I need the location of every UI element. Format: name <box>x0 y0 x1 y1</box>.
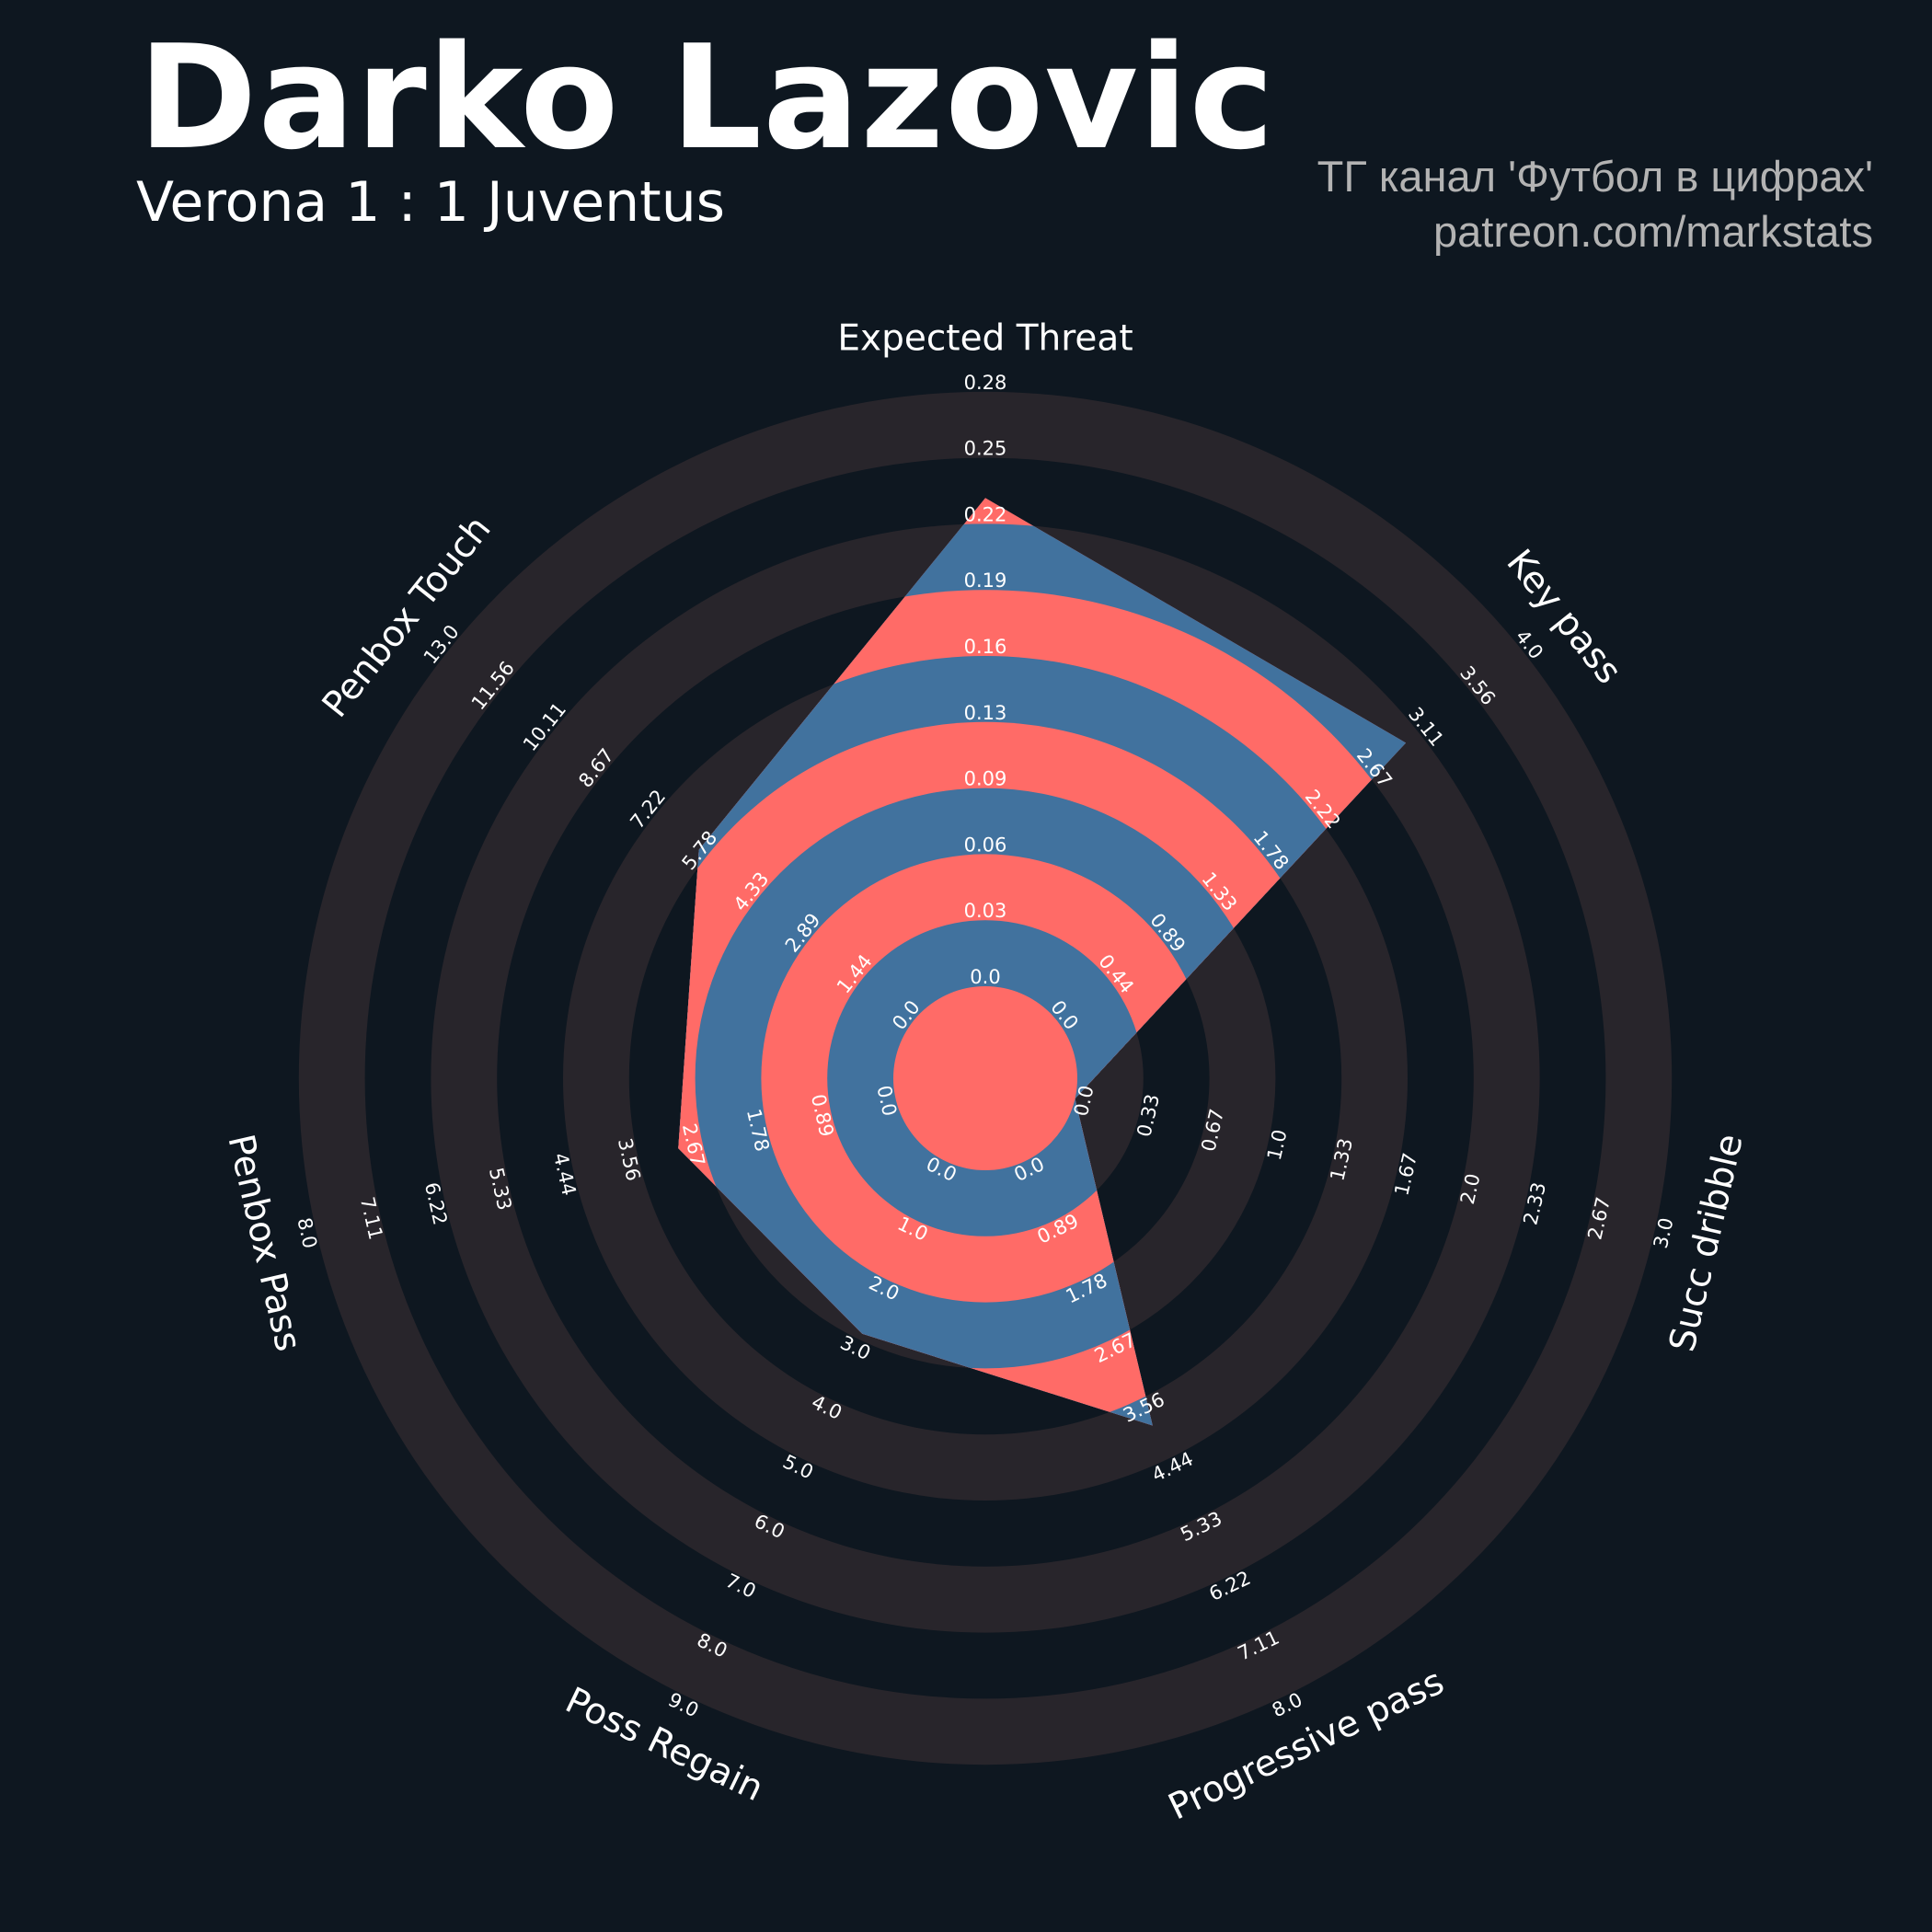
tick-label: 0.28 <box>964 372 1007 394</box>
param-label: Succ dribble <box>1662 1131 1751 1356</box>
credits-patreon: patreon.com/markstats <box>1432 207 1873 256</box>
tick-label: 0.25 <box>964 438 1007 460</box>
param-label: Expected Threat <box>837 317 1133 359</box>
credits: ТГ канал 'Футбол в цифрах' patreon.com/m… <box>1317 149 1873 259</box>
tick-label: 0.22 <box>964 503 1007 525</box>
player-name-title: Darko Lazovic <box>138 14 1276 181</box>
tick-label: 0.16 <box>964 636 1007 658</box>
tick-label: 0.13 <box>964 702 1007 724</box>
tick-label: 0.09 <box>964 768 1007 790</box>
tick-label: 0.03 <box>964 900 1007 922</box>
tick-label: 0.19 <box>964 569 1007 592</box>
tick-label: 0.06 <box>964 834 1007 856</box>
credits-channel: ТГ канал 'Футбол в цифрах' <box>1317 152 1873 201</box>
tick-label: 0.0 <box>970 966 1000 988</box>
param-label: Penbox Pass <box>219 1131 308 1355</box>
center-disc <box>893 986 1077 1170</box>
match-subtitle: Verona 1 : 1 Juventus <box>136 170 725 235</box>
center-disc <box>893 986 1077 1170</box>
